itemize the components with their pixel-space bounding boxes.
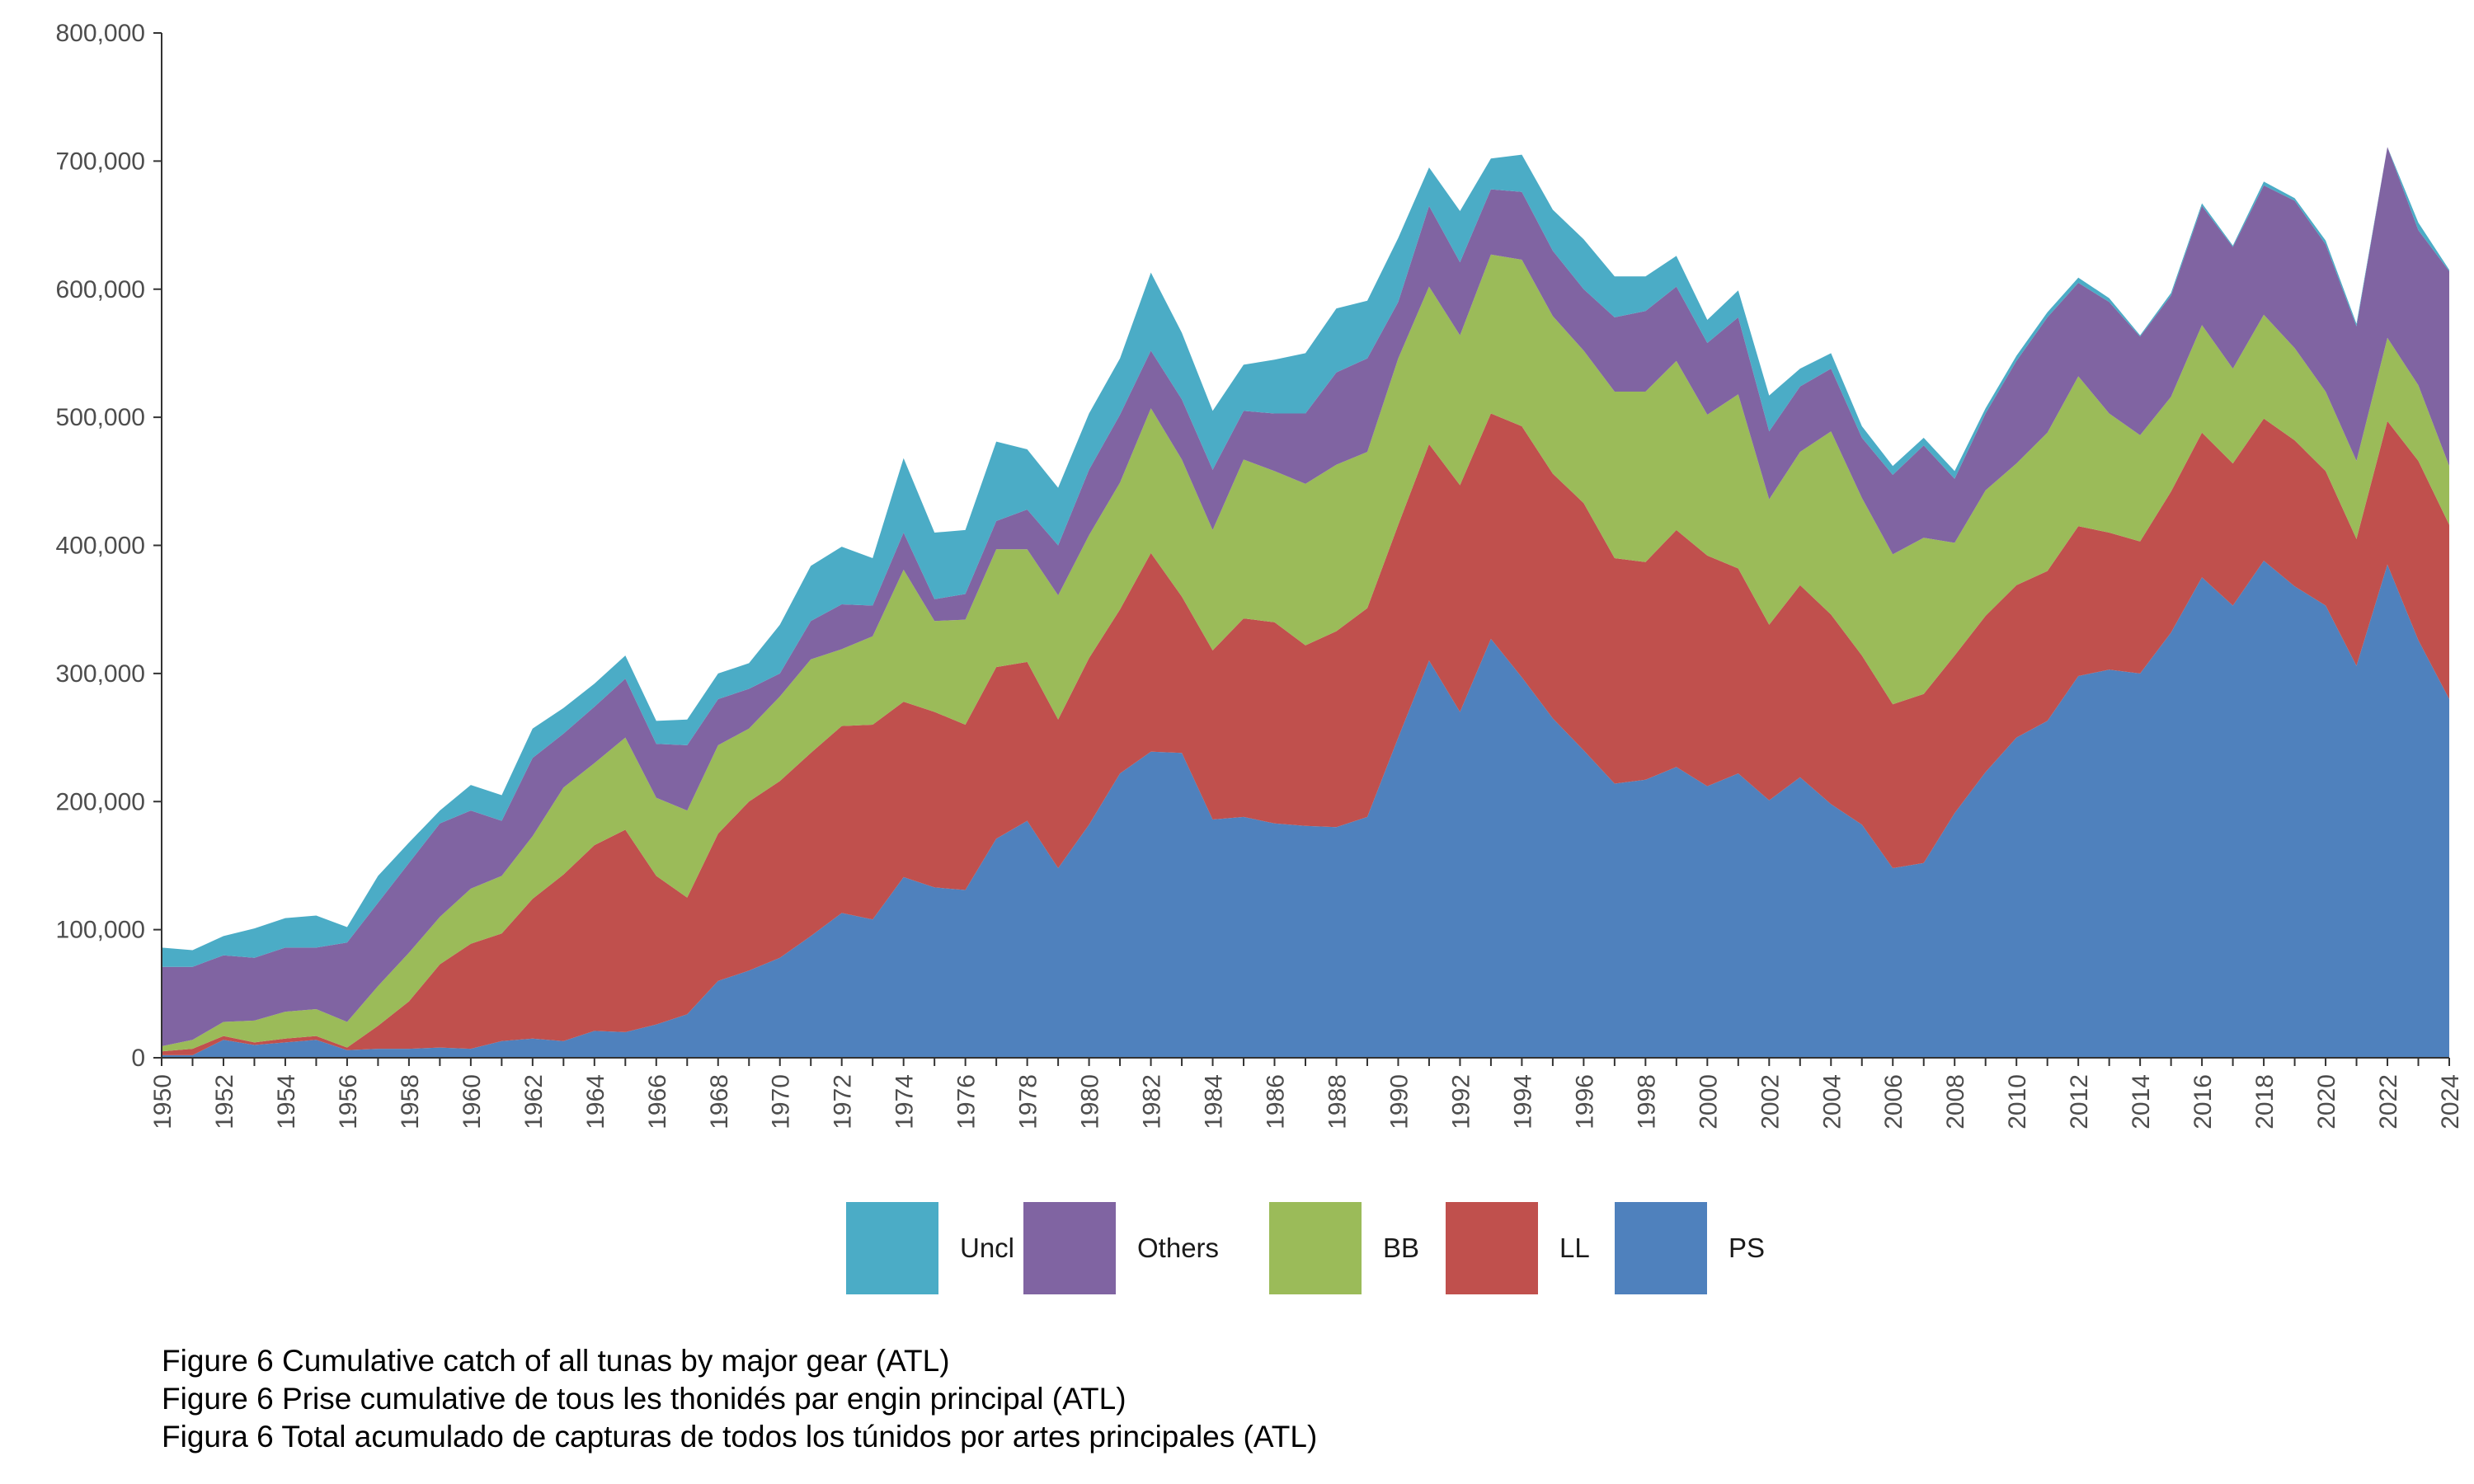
x-tick-label: 1968 <box>706 1074 733 1129</box>
area-uncl <box>162 147 2449 967</box>
x-tick-label: 1988 <box>1324 1074 1352 1129</box>
legend-swatch-uncl <box>846 1202 938 1294</box>
x-tick-label: 1990 <box>1386 1074 1413 1129</box>
x-tick-label: 1952 <box>211 1074 238 1129</box>
y-tick-label: 0 <box>131 1045 145 1072</box>
x-tick-label: 2006 <box>1880 1074 1907 1129</box>
y-tick-label: 100,000 <box>56 917 145 944</box>
x-tick-label: 2014 <box>2128 1074 2155 1129</box>
legend: Uncl Others BB LL PS <box>846 1202 1803 1294</box>
x-tick-label: 2002 <box>1757 1074 1784 1129</box>
x-tick-label: 1974 <box>891 1074 919 1129</box>
y-tick-label: 300,000 <box>56 660 145 688</box>
legend-label-others: Others <box>1137 1233 1220 1263</box>
x-tick-label: 2004 <box>1818 1074 1846 1129</box>
legend-swatch-ps <box>1615 1202 1707 1294</box>
x-tick-label: 2008 <box>1942 1074 1969 1129</box>
x-tick-label: 1958 <box>397 1074 424 1129</box>
x-tick-label: 1954 <box>273 1074 300 1129</box>
x-axis: 1950 1952 1954 1956 1958 1960 1962 1964 1966 1968… <box>149 1057 2464 1129</box>
y-tick-label: 400,000 <box>56 533 145 560</box>
x-tick-label: 1980 <box>1077 1074 1104 1129</box>
x-tick-label: 1998 <box>1633 1074 1660 1129</box>
area-ll <box>162 413 2449 1055</box>
legend-label-bb: BB <box>1383 1233 1420 1263</box>
x-tick-label: 2000 <box>1695 1074 1722 1129</box>
x-tick-label: 1966 <box>644 1074 671 1129</box>
x-tick-label: 2022 <box>2375 1074 2402 1129</box>
caption-french: Figure 6 Prise cumulative de tous les th… <box>162 1382 1126 1416</box>
x-tick-label: 1962 <box>520 1074 548 1129</box>
y-tick-label: 800,000 <box>56 20 145 47</box>
legend-label-ps: PS <box>1729 1233 1766 1263</box>
x-tick-label: 2020 <box>2313 1074 2340 1129</box>
x-tick-label: 1984 <box>1201 1074 1228 1129</box>
x-tick-label: 1960 <box>459 1074 486 1129</box>
x-tick-label: 1978 <box>1015 1074 1042 1129</box>
x-tick-label: 2018 <box>2251 1074 2279 1129</box>
x-tick-label: 2010 <box>2004 1074 2031 1129</box>
legend-swatch-ll <box>1446 1202 1538 1294</box>
x-tick-label: 1986 <box>1263 1074 1290 1129</box>
legend-swatch-bb <box>1269 1202 1362 1294</box>
y-tick-label: 700,000 <box>56 148 145 175</box>
x-tick-label: 1970 <box>768 1074 795 1129</box>
area-others <box>162 147 2449 1046</box>
legend-label-ll: LL <box>1559 1233 1590 1263</box>
x-tick-label: 1972 <box>830 1074 857 1129</box>
y-tick-label: 200,000 <box>56 788 145 815</box>
x-tick-label: 1996 <box>1571 1074 1598 1129</box>
y-tick-label: 500,000 <box>56 404 145 431</box>
area-series-group <box>162 147 2449 1058</box>
caption-spanish: Figura 6 Total acumulado de capturas de … <box>162 1420 1318 1453</box>
x-tick-label: 1992 <box>1447 1074 1475 1129</box>
caption-english: Figure 6 Cumulative catch of all tunas b… <box>162 1344 950 1378</box>
x-tick-label: 1976 <box>953 1074 981 1129</box>
legend-swatch-others <box>1023 1202 1116 1294</box>
x-tick-label: 2024 <box>2437 1074 2464 1129</box>
x-tick-label: 1994 <box>1509 1074 1536 1129</box>
x-tick-label: 2016 <box>2189 1074 2217 1129</box>
x-tick-label: 1950 <box>149 1074 176 1129</box>
figure-captions: Figure 6 Cumulative catch of all tunas b… <box>162 1342 1317 1456</box>
x-tick-label: 1964 <box>582 1074 609 1129</box>
area-ps <box>162 561 2449 1058</box>
y-tick-label: 600,000 <box>56 276 145 303</box>
y-axis: 0 100,000 200,000 300,000 400,000 500,000 600,… <box>56 20 162 1072</box>
x-tick-label: 1982 <box>1139 1074 1166 1129</box>
x-tick-label: 2012 <box>2066 1074 2093 1129</box>
legend-label-uncl: Uncl <box>960 1233 1015 1263</box>
x-tick-label: 1956 <box>335 1074 362 1129</box>
